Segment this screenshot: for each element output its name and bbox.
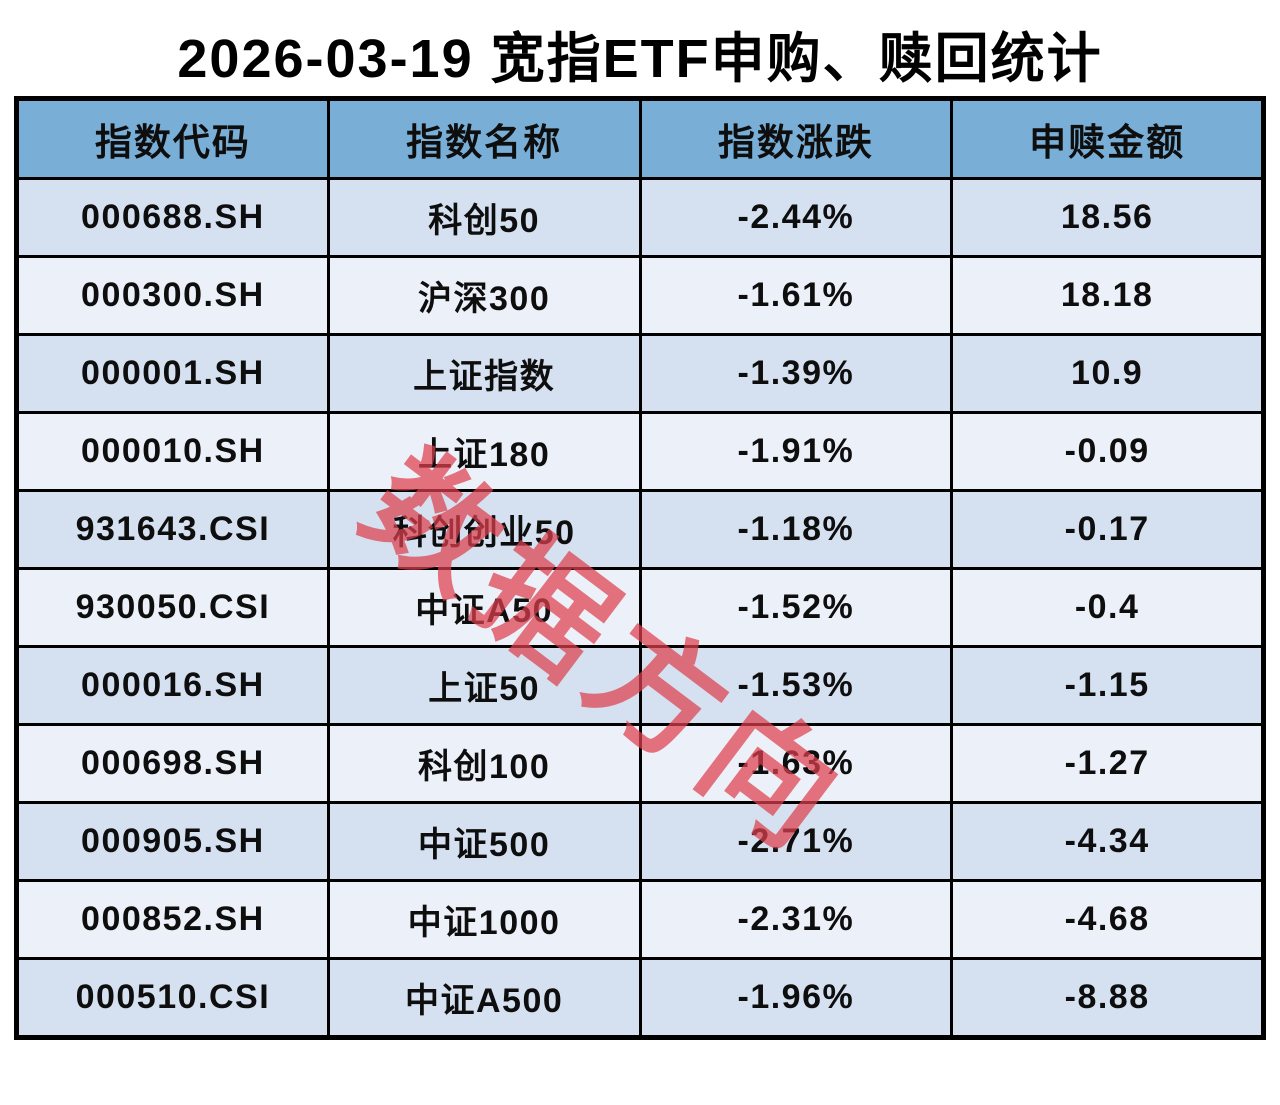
cell-amount: 18.18 bbox=[950, 255, 1265, 336]
header-row: 指数代码 指数名称 指数涨跌 申赎金额 bbox=[15, 97, 1265, 180]
cell-code: 000016.SH bbox=[15, 645, 330, 726]
cell-change: -1.96% bbox=[638, 957, 954, 1039]
column-header-change: 指数涨跌 bbox=[638, 97, 954, 180]
cell-name: 中证A500 bbox=[326, 957, 642, 1039]
cell-amount: -0.4 bbox=[950, 567, 1265, 648]
column-header-name: 指数名称 bbox=[326, 97, 642, 180]
table-row: 930050.CSI 中证A50 -1.52% -0.4 bbox=[15, 567, 1265, 648]
cell-name: 上证180 bbox=[326, 411, 642, 492]
table-row: 000688.SH 科创50 -2.44% 18.56 bbox=[15, 177, 1265, 258]
cell-amount: 10.9 bbox=[950, 333, 1265, 414]
table-body: 000688.SH 科创50 -2.44% 18.56 000300.SH 沪深… bbox=[15, 177, 1265, 1039]
table-header: 指数代码 指数名称 指数涨跌 申赎金额 bbox=[15, 97, 1265, 180]
cell-change: -1.91% bbox=[638, 411, 954, 492]
cell-code: 000698.SH bbox=[15, 723, 330, 804]
cell-name: 中证A50 bbox=[326, 567, 642, 648]
table-row: 000300.SH 沪深300 -1.61% 18.18 bbox=[15, 255, 1265, 336]
cell-amount: 18.56 bbox=[950, 177, 1265, 258]
cell-name: 科创创业50 bbox=[326, 489, 642, 570]
cell-code: 000010.SH bbox=[15, 411, 330, 492]
cell-amount: -1.27 bbox=[950, 723, 1265, 804]
cell-code: 000852.SH bbox=[15, 879, 330, 960]
cell-change: -1.63% bbox=[638, 723, 954, 804]
table-row: 000016.SH 上证50 -1.53% -1.15 bbox=[15, 645, 1265, 726]
cell-change: -1.18% bbox=[638, 489, 954, 570]
cell-amount: -0.17 bbox=[950, 489, 1265, 570]
cell-amount: -8.88 bbox=[950, 957, 1265, 1039]
cell-amount: -1.15 bbox=[950, 645, 1265, 726]
table-row: 000852.SH 中证1000 -2.31% -4.68 bbox=[15, 879, 1265, 960]
table-row: 000510.CSI 中证A500 -1.96% -8.88 bbox=[15, 957, 1265, 1039]
cell-change: -1.52% bbox=[638, 567, 954, 648]
cell-code: 930050.CSI bbox=[15, 567, 330, 648]
cell-amount: -0.09 bbox=[950, 411, 1265, 492]
table-row: 000001.SH 上证指数 -1.39% 10.9 bbox=[15, 333, 1265, 414]
cell-name: 科创100 bbox=[326, 723, 642, 804]
cell-amount: -4.34 bbox=[950, 801, 1265, 882]
table-row: 000010.SH 上证180 -1.91% -0.09 bbox=[15, 411, 1265, 492]
cell-name: 中证500 bbox=[326, 801, 642, 882]
cell-change: -2.44% bbox=[638, 177, 954, 258]
cell-name: 科创50 bbox=[326, 177, 642, 258]
cell-name: 上证50 bbox=[326, 645, 642, 726]
column-header-amount: 申赎金额 bbox=[950, 97, 1265, 180]
cell-code: 000001.SH bbox=[15, 333, 330, 414]
cell-amount: -4.68 bbox=[950, 879, 1265, 960]
table-row: 000905.SH 中证500 -2.71% -4.34 bbox=[15, 801, 1265, 882]
cell-change: -1.39% bbox=[638, 333, 954, 414]
etf-stats-table: 指数代码 指数名称 指数涨跌 申赎金额 000688.SH 科创50 -2.44… bbox=[14, 96, 1266, 1040]
cell-code: 000510.CSI bbox=[15, 957, 330, 1039]
page-title: 2026-03-19 宽指ETF申购、赎回统计 bbox=[177, 29, 1103, 89]
table-row: 000698.SH 科创100 -1.63% -1.27 bbox=[15, 723, 1265, 804]
cell-name: 上证指数 bbox=[326, 333, 642, 414]
cell-name: 中证1000 bbox=[326, 879, 642, 960]
cell-change: -1.61% bbox=[638, 255, 954, 336]
column-header-code: 指数代码 bbox=[15, 97, 330, 180]
cell-code: 000300.SH bbox=[15, 255, 330, 336]
cell-name: 沪深300 bbox=[326, 255, 642, 336]
cell-change: -2.31% bbox=[638, 879, 954, 960]
cell-code: 931643.CSI bbox=[15, 489, 330, 570]
cell-code: 000905.SH bbox=[15, 801, 330, 882]
cell-code: 000688.SH bbox=[15, 177, 330, 258]
cell-change: -1.53% bbox=[638, 645, 954, 726]
table-row: 931643.CSI 科创创业50 -1.18% -0.17 bbox=[15, 489, 1265, 570]
cell-change: -2.71% bbox=[638, 801, 954, 882]
